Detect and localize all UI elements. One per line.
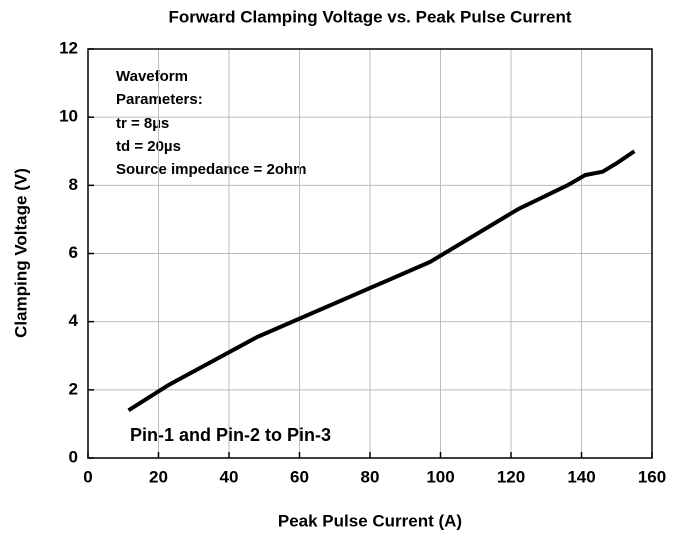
y-tick-label: 4	[69, 311, 79, 330]
x-tick-label: 60	[290, 467, 309, 486]
y-tick-label: 8	[69, 175, 78, 194]
y-tick-label: 0	[69, 447, 78, 466]
annotation: td = 20µs	[116, 138, 181, 155]
plot-frame	[87, 48, 653, 459]
x-tick-label: 140	[567, 467, 595, 486]
annotation: tr = 8µs	[116, 115, 169, 132]
chart-title: Forward Clamping Voltage vs. Peak Pulse …	[168, 7, 571, 26]
x-tick-label: 100	[426, 467, 454, 486]
x-tick-label: 0	[83, 467, 92, 486]
x-tick-label: 120	[497, 467, 525, 486]
y-tick-label: 10	[59, 107, 78, 126]
x-tick-label: 80	[361, 467, 380, 486]
annotation: Waveform	[116, 68, 188, 85]
x-tick-label: 40	[220, 467, 239, 486]
x-tick-label: 20	[149, 467, 168, 486]
x-axis-label: Peak Pulse Current (A)	[278, 511, 462, 530]
y-tick-label: 2	[69, 379, 78, 398]
annotation: Source impedance = 2ohm	[116, 161, 306, 178]
y-tick-label: 12	[59, 38, 78, 57]
annotation: Pin-1 and Pin-2 to Pin-3	[130, 425, 331, 445]
annotation: Parameters:	[116, 91, 203, 108]
y-axis-label: Clamping Voltage (V)	[11, 168, 30, 338]
x-tick-label: 160	[638, 467, 666, 486]
data-line	[127, 149, 636, 412]
y-tick-label: 6	[69, 243, 78, 262]
